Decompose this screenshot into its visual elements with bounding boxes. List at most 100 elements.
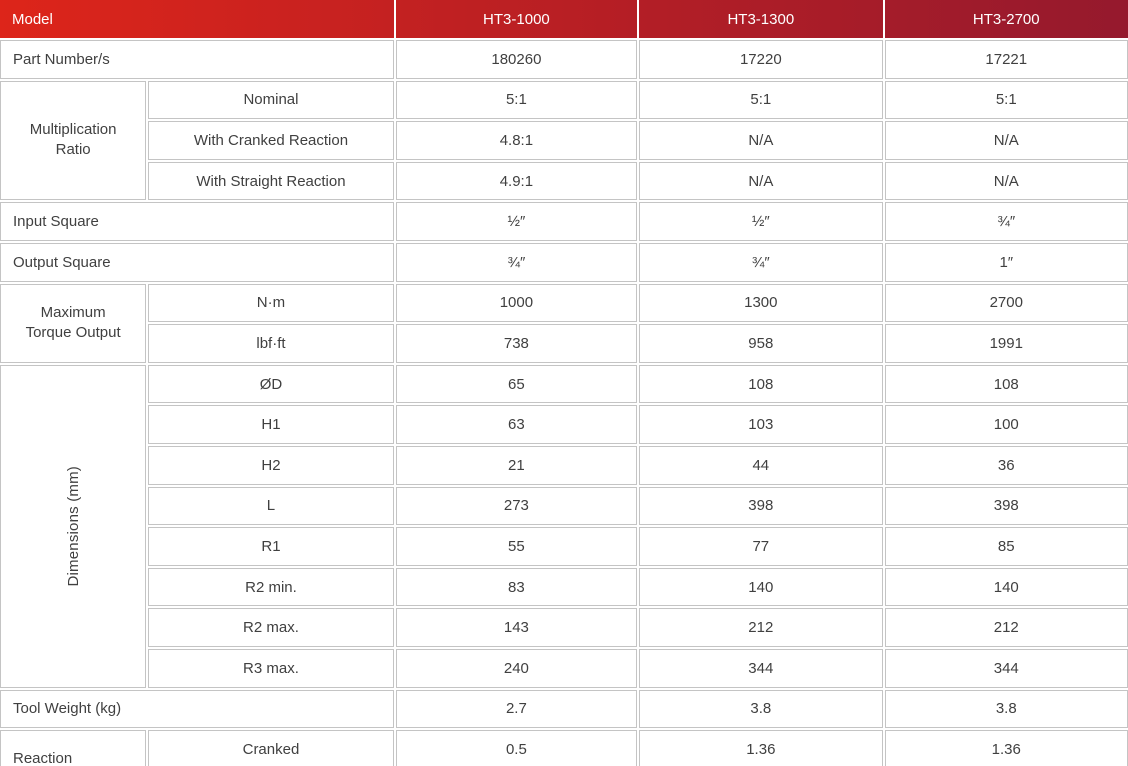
value-cell: 85: [884, 527, 1128, 566]
value-cell: 36: [884, 445, 1128, 485]
value-cell: 55: [395, 527, 638, 566]
sub-label-lbfft: lbf·ft: [148, 324, 394, 363]
value-cell: 5:1: [884, 80, 1128, 120]
sub-label-od: ØD: [148, 364, 394, 404]
sub-label-r2-min: R2 min.: [148, 567, 394, 607]
value-cell: 180260: [395, 40, 638, 79]
value-cell: ¾″: [395, 242, 638, 282]
column-header-ht3-1000: HT3-1000: [395, 0, 638, 38]
value-cell: ½″: [639, 202, 883, 241]
value-cell: ¾″: [639, 242, 883, 282]
value-cell: 143: [395, 608, 638, 647]
value-cell: 1.36: [884, 730, 1128, 766]
value-cell: N/A: [884, 121, 1128, 160]
table-row: R2 min. 83 140 140: [0, 567, 1128, 607]
table-row: With Straight Reaction 4.9:1 N/A N/A: [0, 161, 1128, 201]
value-cell: 212: [884, 608, 1128, 647]
group-label-multiplication-ratio: Multiplication Ratio: [0, 80, 147, 201]
value-cell: 3.8: [884, 689, 1128, 729]
value-cell: 398: [884, 486, 1128, 526]
value-cell: 1991: [884, 324, 1128, 363]
table-row: R2 max. 143 212 212: [0, 608, 1128, 647]
header-row: Model HT3-1000 HT3-1300 HT3-2700: [0, 0, 1128, 38]
value-cell: 17220: [639, 40, 883, 79]
row-label-part-numbers: Part Number/s: [0, 40, 394, 79]
table-row: Part Number/s 180260 17220 17221: [0, 40, 1128, 79]
value-cell: 273: [395, 486, 638, 526]
value-cell: 63: [395, 405, 638, 444]
sub-label-r2-max: R2 max.: [148, 608, 394, 647]
row-label-input-square: Input Square: [0, 202, 394, 241]
value-cell: 212: [639, 608, 883, 647]
value-cell: 344: [884, 648, 1128, 688]
column-header-ht3-1300: HT3-1300: [639, 0, 883, 38]
value-cell: 3.8: [639, 689, 883, 729]
table-row: lbf·ft 738 958 1991: [0, 324, 1128, 363]
table-row: Reaction Weight (kg) Cranked 0.5 1.36 1.…: [0, 730, 1128, 766]
group-label-max-torque-output: Maximum Torque Output: [0, 283, 147, 363]
table-row: Multiplication Ratio Nominal 5:1 5:1 5:1: [0, 80, 1128, 201]
sub-label-nominal: Nominal: [148, 80, 394, 120]
model-header-label: Model: [0, 0, 394, 38]
table-row: Output Square ¾″ ¾″ 1″: [0, 242, 1128, 282]
sub-label-l: L: [148, 486, 394, 526]
value-cell: 398: [639, 486, 883, 526]
value-cell: 108: [884, 364, 1128, 404]
sub-label-nm: N·m: [148, 283, 394, 323]
value-cell: 1″: [884, 242, 1128, 282]
value-cell: 44: [639, 445, 883, 485]
value-cell: 4.9:1: [395, 161, 638, 201]
sub-label-r3-max: R3 max.: [148, 648, 394, 688]
value-cell: 83: [395, 567, 638, 607]
column-header-ht3-2700: HT3-2700: [884, 0, 1128, 38]
table-row: H2 21 44 36: [0, 445, 1128, 485]
value-cell: ¾″: [884, 202, 1128, 241]
sub-label-r1: R1: [148, 527, 394, 566]
value-cell: 17221: [884, 40, 1128, 79]
value-cell: 21: [395, 445, 638, 485]
value-cell: 4.8:1: [395, 121, 638, 160]
value-cell: ½″: [395, 202, 638, 241]
table-row: R1 55 77 85: [0, 527, 1128, 566]
value-cell: 65: [395, 364, 638, 404]
table-row: H1 63 103 100: [0, 405, 1128, 444]
value-cell: 1.36: [639, 730, 883, 766]
value-cell: 77: [639, 527, 883, 566]
value-cell: N/A: [884, 161, 1128, 201]
dimensions-rotated-label: Dimensions (mm): [64, 465, 82, 587]
value-cell: 5:1: [395, 80, 638, 120]
group-label-dimensions: Dimensions (mm): [0, 364, 147, 688]
value-cell: 103: [639, 405, 883, 444]
value-cell: 2.7: [395, 689, 638, 729]
value-cell: 5:1: [639, 80, 883, 120]
value-cell: 2700: [884, 283, 1128, 323]
row-label-tool-weight: Tool Weight (kg): [0, 689, 394, 729]
group-label-reaction-weight: Reaction Weight (kg): [0, 730, 147, 766]
sub-label-straight-reaction: With Straight Reaction: [148, 161, 394, 201]
value-cell: 140: [884, 567, 1128, 607]
sub-label-h2: H2: [148, 445, 394, 485]
value-cell: N/A: [639, 161, 883, 201]
sub-label-cranked-reaction: With Cranked Reaction: [148, 121, 394, 160]
table-row: Dimensions (mm) ØD 65 108 108: [0, 364, 1128, 688]
table-row: Input Square ½″ ½″ ¾″: [0, 202, 1128, 241]
value-cell: 738: [395, 324, 638, 363]
value-cell: 140: [639, 567, 883, 607]
value-cell: 958: [639, 324, 883, 363]
table-row: With Cranked Reaction 4.8:1 N/A N/A: [0, 121, 1128, 160]
value-cell: N/A: [639, 121, 883, 160]
table-row: Tool Weight (kg) 2.7 3.8 3.8: [0, 689, 1128, 729]
value-cell: 108: [639, 364, 883, 404]
value-cell: 344: [639, 648, 883, 688]
sub-label-cranked: Cranked: [148, 730, 394, 766]
value-cell: 100: [884, 405, 1128, 444]
table-row: R3 max. 240 344 344: [0, 648, 1128, 688]
value-cell: 1000: [395, 283, 638, 323]
table-row: Maximum Torque Output N·m 1000 1300 2700: [0, 283, 1128, 363]
sub-label-h1: H1: [148, 405, 394, 444]
value-cell: 240: [395, 648, 638, 688]
row-label-output-square: Output Square: [0, 242, 394, 282]
table-row: L 273 398 398: [0, 486, 1128, 526]
